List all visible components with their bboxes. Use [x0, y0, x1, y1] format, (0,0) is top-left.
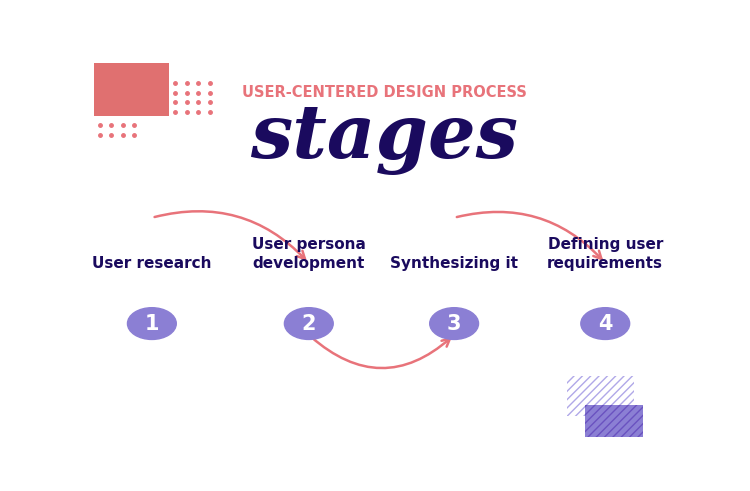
Text: 2: 2	[302, 314, 316, 333]
Text: 1: 1	[145, 314, 159, 333]
Bar	[568, 377, 634, 416]
Text: Defining user
requirements: Defining user requirements	[548, 237, 663, 271]
Text: User research: User research	[92, 256, 212, 271]
Circle shape	[430, 308, 478, 339]
Bar	[585, 405, 643, 437]
FancyArrowPatch shape	[154, 211, 305, 259]
Bar	[94, 63, 170, 116]
Text: 3: 3	[447, 314, 461, 333]
FancyArrowPatch shape	[457, 212, 602, 259]
Bar	[585, 405, 643, 437]
Circle shape	[128, 308, 176, 339]
Text: Synthesizing it: Synthesizing it	[390, 256, 518, 271]
Circle shape	[284, 308, 333, 339]
Text: stages: stages	[251, 102, 518, 175]
Text: User persona
development: User persona development	[252, 237, 366, 271]
Circle shape	[580, 308, 630, 339]
Text: USER-CENTERED DESIGN PROCESS: USER-CENTERED DESIGN PROCESS	[242, 85, 526, 101]
FancyArrowPatch shape	[311, 337, 450, 368]
Text: 4: 4	[598, 314, 613, 333]
